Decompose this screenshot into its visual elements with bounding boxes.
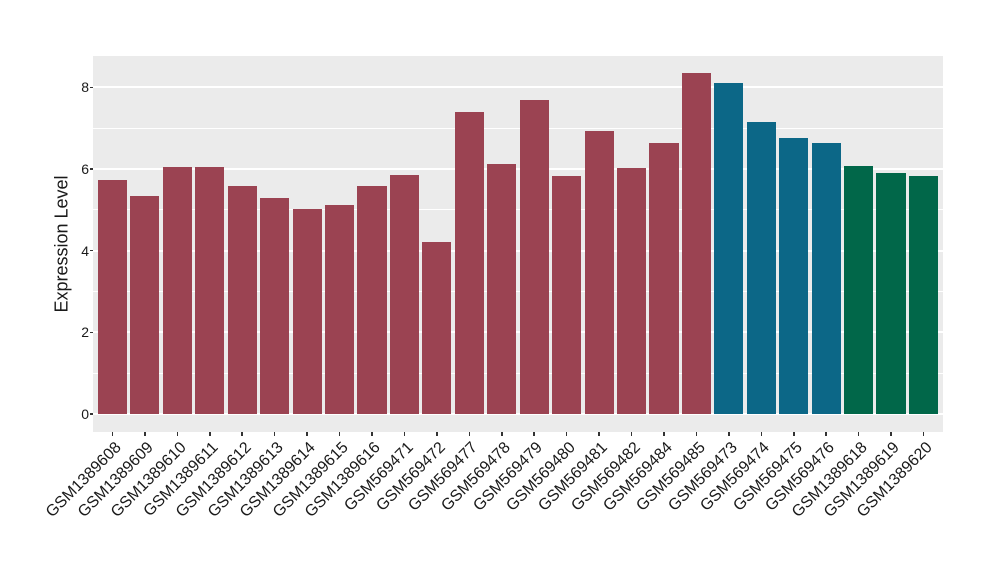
x-tick-mark [306, 432, 308, 436]
y-tick-mark [89, 249, 93, 252]
x-tick-mark [338, 432, 341, 436]
bar [552, 176, 582, 415]
x-tick-mark [922, 432, 925, 436]
y-tick-label: 0 [81, 406, 89, 423]
bar [908, 176, 939, 415]
y-tick-label: 6 [81, 161, 89, 178]
bar [292, 208, 322, 415]
bar [422, 241, 452, 415]
x-tick-mark [760, 432, 763, 436]
x-tick-mark [533, 432, 535, 436]
bar [260, 197, 290, 415]
x-tick-mark [273, 432, 276, 436]
x-tick-mark [565, 432, 568, 436]
bar [357, 186, 387, 415]
plot-panel [93, 56, 943, 432]
bar [844, 166, 874, 415]
minor-gridline [93, 209, 943, 211]
bar [779, 138, 809, 415]
x-tick-mark [436, 432, 438, 436]
major-gridline [93, 331, 943, 334]
bar [811, 143, 841, 415]
major-gridline [93, 168, 943, 171]
bar [487, 163, 517, 415]
x-tick-mark [176, 432, 179, 436]
y-tick-label: 8 [81, 79, 89, 96]
x-tick-mark [890, 432, 892, 436]
bar [649, 142, 679, 415]
bar [746, 122, 776, 415]
y-tick-mark [89, 86, 93, 89]
bar [681, 72, 712, 415]
minor-gridline [93, 127, 943, 129]
x-tick-mark [144, 432, 146, 436]
y-tick-mark [89, 331, 93, 334]
bar [389, 174, 420, 415]
minor-gridline [93, 291, 943, 293]
bar [162, 166, 192, 415]
x-tick-mark [728, 432, 730, 436]
x-tick-mark [663, 432, 665, 436]
bar [97, 179, 128, 415]
x-tick-mark [501, 432, 503, 436]
x-tick-mark [403, 432, 406, 436]
major-gridline [93, 249, 943, 252]
major-gridline [93, 413, 943, 416]
bar [454, 112, 484, 415]
y-tick-label: 4 [81, 242, 89, 259]
x-tick-mark [630, 432, 633, 436]
bar [519, 99, 549, 415]
x-tick-mark [793, 432, 795, 436]
x-tick-mark [468, 432, 471, 436]
bar [876, 173, 906, 415]
bar [324, 205, 355, 415]
bar [584, 131, 614, 415]
bar [616, 167, 647, 415]
x-tick-mark [598, 432, 600, 436]
bar [130, 196, 160, 415]
bar [227, 186, 257, 415]
x-tick-mark [371, 432, 373, 436]
bar [195, 166, 225, 415]
x-tick-mark [209, 432, 211, 436]
y-tick-mark [89, 168, 93, 170]
y-tick-label: 2 [81, 324, 89, 341]
x-tick-mark [241, 432, 243, 436]
minor-gridline [93, 372, 943, 374]
x-tick-mark [857, 432, 860, 436]
x-tick-mark [825, 432, 827, 436]
major-gridline [93, 86, 943, 89]
x-tick-mark [111, 432, 114, 436]
bar [714, 83, 744, 415]
y-tick-mark [89, 413, 93, 415]
x-tick-mark [695, 432, 698, 436]
